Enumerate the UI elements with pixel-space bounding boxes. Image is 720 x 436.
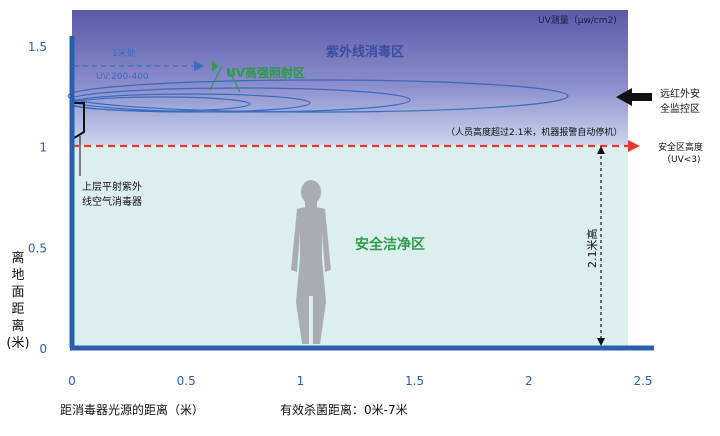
y-tick-label: 0 [39, 342, 47, 356]
safe-height-label-line1: 安全区高度 [658, 141, 703, 153]
y-tick-labels: 00.511.522.53 [28, 40, 47, 356]
ir-monitor-label-line1: 远红外安 [660, 87, 700, 100]
uv-disinfection-zone [72, 10, 628, 145]
device-label-line1: 上层平射紫外 [82, 181, 142, 193]
uv-range-label: UV:200-400 [96, 72, 149, 82]
safety-height-arrowhead [628, 140, 640, 152]
y-tick-label: 1 [39, 141, 47, 155]
x-tick-label: 0.5 [177, 374, 196, 388]
x-axis-title: 距消毒器光源的距离（米） [60, 402, 204, 417]
uv-measure-unit-label: UV测量（μw/cm2) [538, 15, 617, 26]
device-label-line2: 线空气消毒器 [82, 195, 142, 208]
alarm-label: （人员高度超过2.1米，机器报警自动停机） [446, 126, 622, 138]
uv-device-bracket [72, 102, 85, 139]
safe-height-label-line2: （UV<3) [662, 154, 701, 165]
x-tick-label: 0 [68, 374, 76, 388]
uv-beam-pointer [212, 60, 218, 72]
y-tick-label: 1.5 [28, 40, 47, 54]
uv-beam-label: UV高强照射区 [226, 65, 305, 80]
safe-zone-label: 安全洁净区 [355, 236, 425, 253]
ir-monitor-arrow [616, 88, 652, 106]
uv-beam-pointer-line [209, 65, 223, 91]
one-meter-arrowhead [194, 61, 204, 71]
x-tick-label: 2.5 [633, 374, 652, 388]
x-tick-label: 2 [525, 374, 533, 388]
safe-clean-zone [72, 145, 628, 348]
uv-beam-ellipse [67, 79, 569, 113]
effective-distance-label: 有效杀菌距离：0米-7米 [280, 402, 408, 417]
height-dimension-arrow-top [597, 146, 605, 154]
height-dimension-label: 2.1米高 [585, 229, 599, 269]
one-meter-label: 1米处 [112, 47, 136, 59]
uv-beam-pointer-line [227, 67, 241, 93]
y-axis-title-char: 距 [11, 302, 24, 317]
x-tick-label: 1.5 [405, 374, 424, 388]
y-axis-title-char: 离 [11, 250, 24, 266]
person-silhouette-icon [291, 180, 331, 344]
height-dimension-arrow-bottom [597, 338, 605, 346]
y-tick-label: 0.5 [28, 241, 47, 255]
y-axis-title-char: 地 [11, 268, 24, 283]
uv-zone-label: 紫外线消毒区 [326, 44, 404, 60]
y-axis-title-char: 离 [11, 318, 24, 334]
y-axis-title-char: 面 [11, 285, 24, 300]
x-tick-label: 1 [297, 374, 305, 388]
ir-monitor-label-line2: 全监控区 [660, 102, 700, 115]
x-tick-labels: 00.511.522.533.544.55 [68, 374, 652, 388]
y-axis-title-char: (米) [6, 336, 29, 351]
